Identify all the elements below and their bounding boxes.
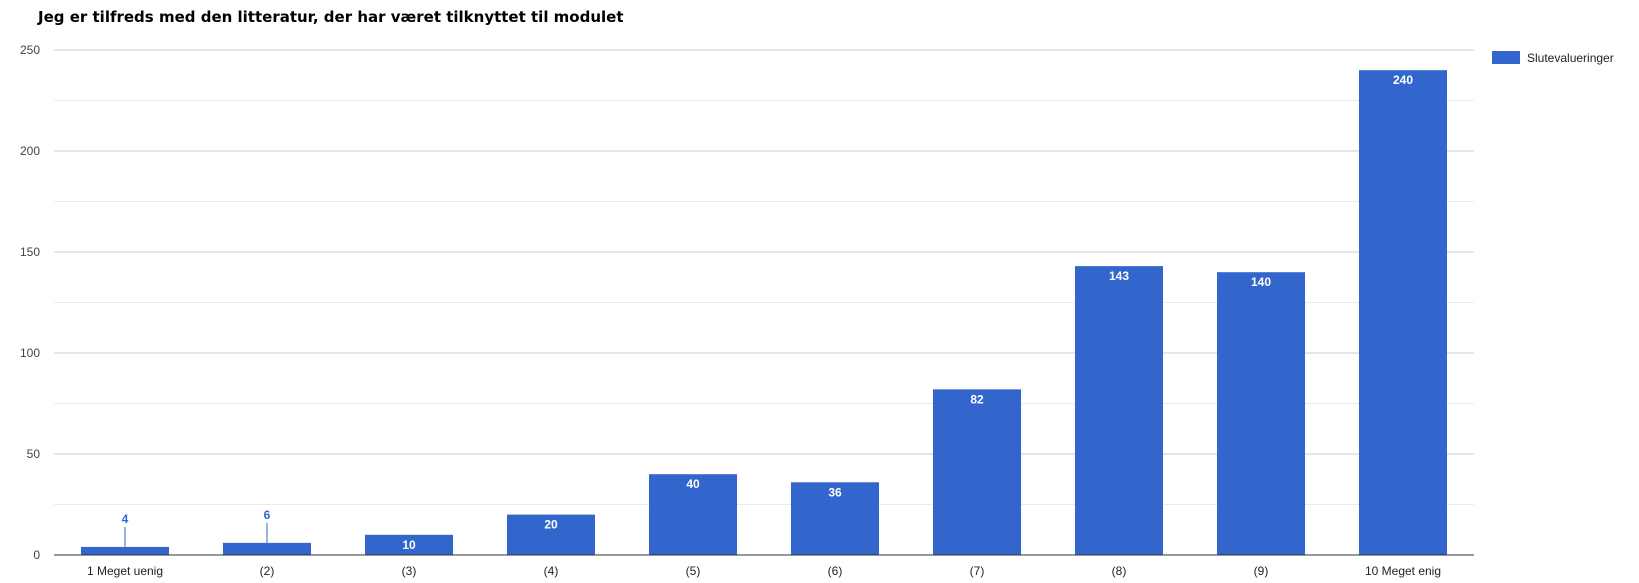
data-labels: 4 6 10 20 40 36 82 143 140 240 xyxy=(122,73,1414,552)
x-category-label: (6) xyxy=(828,564,843,578)
data-label: 36 xyxy=(828,485,842,499)
y-axis-ticks: 0 50 100 150 200 250 xyxy=(20,43,40,562)
legend-label: Slutevalueringer xyxy=(1527,51,1614,65)
y-tick-label: 200 xyxy=(20,144,40,158)
data-label: 40 xyxy=(686,477,700,491)
bar[interactable] xyxy=(364,534,454,555)
y-tick-label: 150 xyxy=(20,245,40,259)
bar[interactable] xyxy=(648,474,738,555)
data-label: 6 xyxy=(264,508,271,522)
x-category-label: (2) xyxy=(260,564,275,578)
data-label: 140 xyxy=(1251,275,1271,289)
data-label: 10 xyxy=(402,538,416,552)
bar[interactable] xyxy=(222,542,312,555)
bar[interactable] xyxy=(506,514,596,555)
bar[interactable] xyxy=(1358,70,1448,555)
x-category-label: (9) xyxy=(1254,564,1269,578)
legend[interactable]: Slutevalueringer xyxy=(1492,51,1614,65)
y-tick-label: 250 xyxy=(20,43,40,57)
bar[interactable] xyxy=(80,546,170,555)
x-category-label: (8) xyxy=(1112,564,1127,578)
bar[interactable] xyxy=(790,482,880,555)
x-category-label: (7) xyxy=(970,564,985,578)
x-category-label: (4) xyxy=(544,564,559,578)
x-category-label: (3) xyxy=(402,564,417,578)
y-tick-label: 100 xyxy=(20,346,40,360)
data-label: 20 xyxy=(544,518,558,532)
x-category-label: 10 Meget enig xyxy=(1365,564,1441,578)
y-tick-label: 50 xyxy=(27,447,41,461)
bar[interactable] xyxy=(932,389,1022,555)
chart-title: Jeg er tilfreds med den litteratur, der … xyxy=(38,8,624,26)
y-tick-label: 0 xyxy=(33,548,40,562)
x-axis-categories: 1 Meget uenig (2) (3) (4) (5) (6) (7) (8) (9) 10 … xyxy=(87,564,1441,578)
x-category-label: (5) xyxy=(686,564,701,578)
legend-swatch xyxy=(1492,51,1520,64)
bars xyxy=(80,70,1448,555)
bar[interactable] xyxy=(1216,272,1306,555)
data-label: 240 xyxy=(1393,73,1413,87)
x-category-label: 1 Meget uenig xyxy=(87,564,163,578)
data-label: 143 xyxy=(1109,269,1129,283)
data-label: 82 xyxy=(970,392,984,406)
bar[interactable] xyxy=(1074,266,1164,555)
data-label: 4 xyxy=(122,512,129,526)
